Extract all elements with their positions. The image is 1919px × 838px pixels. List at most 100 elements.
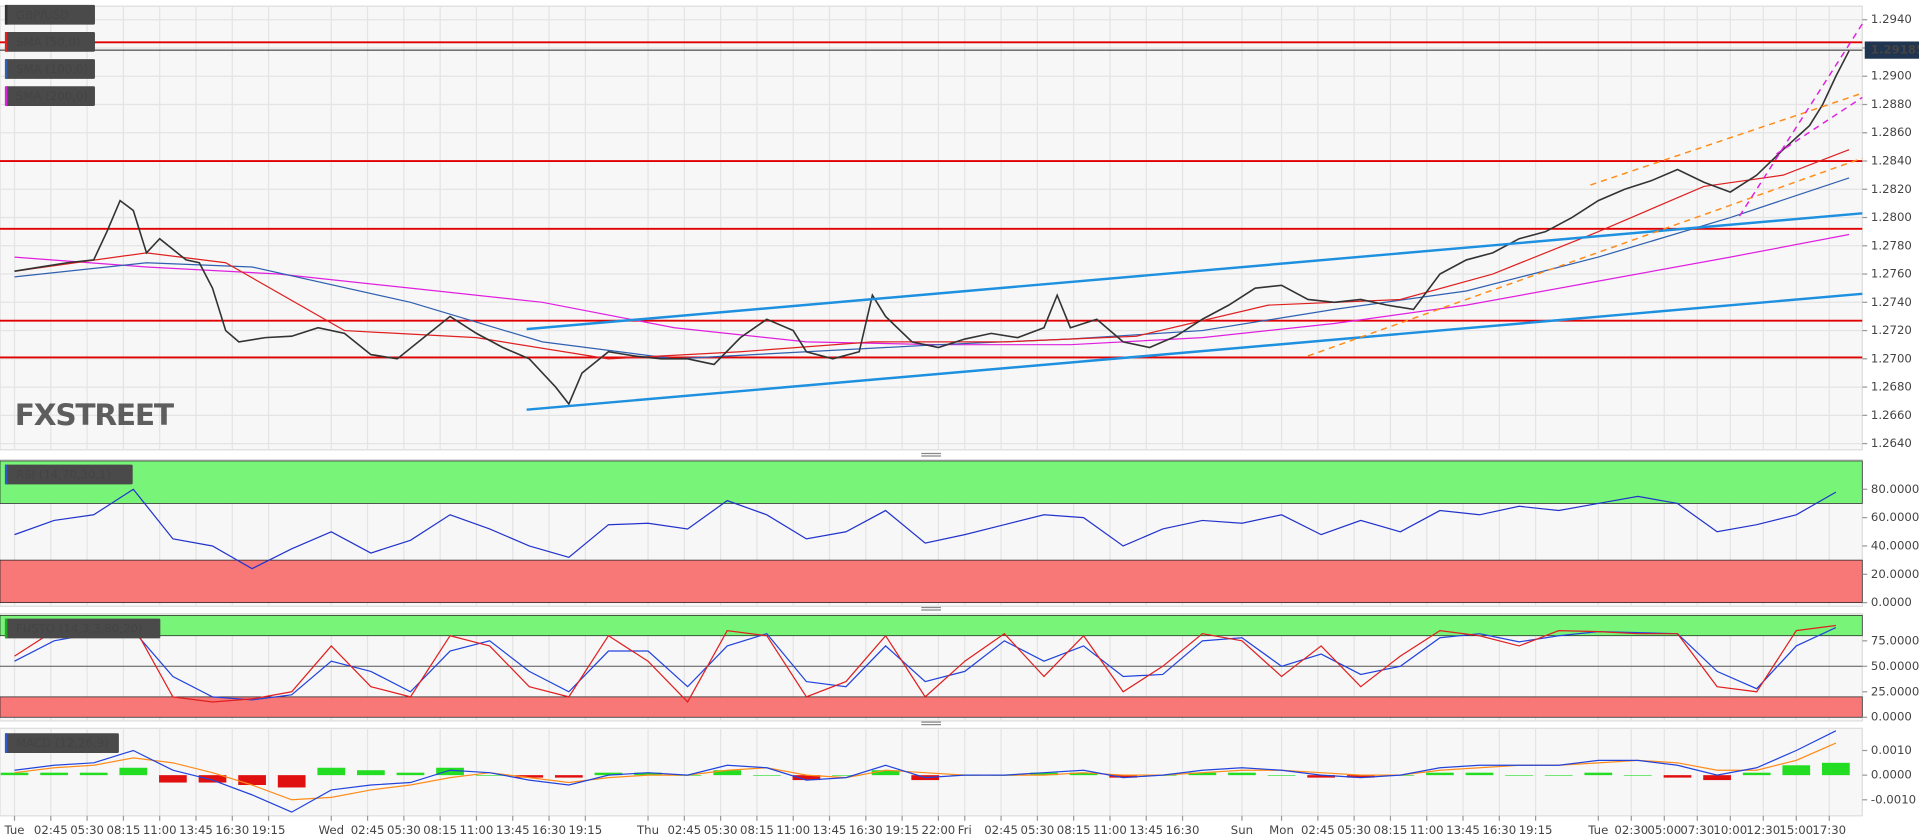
y-tick-label: 50.0000 — [1871, 659, 1919, 673]
label-box — [4, 464, 133, 485]
y-tick-label: 1.2660 — [1871, 408, 1912, 422]
y-tick-label: 0.0000 — [1871, 768, 1912, 782]
x-tick-label: 16:30 — [532, 823, 566, 837]
x-tick-label: 05:30 — [70, 823, 104, 837]
x-tick-label: 19:15 — [885, 823, 919, 837]
histogram-bar — [554, 775, 583, 778]
x-tick-label: 10:00 — [1713, 823, 1747, 837]
y-tick-label: 20.0000 — [1871, 567, 1919, 581]
histogram-bar — [159, 775, 187, 783]
y-tick-label: 1.2860 — [1871, 125, 1912, 139]
series-line — [14, 730, 1837, 813]
y-tick-label: 1.2800 — [1871, 210, 1912, 224]
x-tick-label: 11:00 — [460, 823, 494, 837]
x-tick-label: 11:00 — [776, 823, 810, 837]
x-tick-label: 16:30 — [849, 823, 883, 837]
label-color — [4, 4, 8, 25]
x-tick-label: 08:15 — [1374, 823, 1408, 837]
label-text: SMA (50,0) — [16, 35, 80, 49]
y-tick-label: 25.0000 — [1871, 684, 1919, 698]
x-tick-label: 05:30 — [1337, 823, 1371, 837]
x-tick-label: 07:30 — [1680, 823, 1714, 837]
trend-line — [526, 292, 1863, 411]
x-tick-label: Thu — [636, 823, 659, 837]
y-tick-label: 1.2900 — [1871, 69, 1912, 83]
watermark: FXSTREET — [15, 398, 175, 432]
x-tick-label: 11:00 — [143, 823, 177, 837]
series-line — [14, 624, 1836, 703]
label-color — [4, 59, 8, 79]
histogram-bar — [1663, 775, 1692, 778]
x-tick-label: 02:30 — [1614, 823, 1648, 837]
y-tick-label: 1.2840 — [1871, 154, 1912, 168]
label-color — [4, 464, 8, 485]
histogram-bar — [277, 775, 306, 788]
histogram-bar — [594, 772, 623, 776]
y-tick-label: 0.0010 — [1871, 743, 1912, 757]
x-tick-label: 08:15 — [740, 823, 774, 837]
label-box — [4, 32, 95, 52]
series-line — [14, 627, 1837, 701]
label-text: SMA (100,0) — [16, 62, 88, 76]
histogram-bar — [357, 770, 385, 776]
x-tick-label: 13:45 — [1129, 823, 1163, 837]
x-tick-label: 13:45 — [1446, 823, 1480, 837]
label-box — [4, 733, 119, 753]
trend-line — [526, 212, 1863, 331]
x-tick-label: 08:15 — [107, 823, 141, 837]
x-tick-label: 16:30 — [1482, 823, 1516, 837]
histogram-bar — [1109, 775, 1138, 778]
trend-line — [1738, 23, 1863, 217]
histogram-bar — [79, 772, 108, 776]
y-tick-label: 1.2940 — [1871, 12, 1912, 26]
last-price-box — [1864, 41, 1919, 59]
label-box — [4, 86, 95, 106]
y-tick-label: 1.2640 — [1871, 436, 1912, 450]
x-tick-label: 05:00 — [1647, 823, 1681, 837]
zone — [0, 460, 1863, 504]
x-tick-label: 02:45 — [351, 823, 385, 837]
histogram-bar — [1069, 772, 1098, 776]
histogram-bar — [1742, 772, 1771, 776]
histogram-bar — [238, 775, 266, 786]
histogram-bar — [1703, 775, 1731, 781]
histogram-bar — [1544, 775, 1573, 776]
x-tick-label: 13:45 — [813, 823, 847, 837]
label-text: SMA (200,0) — [16, 89, 88, 103]
zone — [0, 559, 1863, 604]
label-color — [4, 733, 8, 753]
trend-line — [1307, 157, 1863, 357]
histogram-bar — [40, 772, 68, 776]
x-tick-label: 16:30 — [215, 823, 249, 837]
x-tick-label: 08:15 — [1057, 823, 1091, 837]
x-tick-label: 02:45 — [1301, 823, 1335, 837]
histogram-bar — [1228, 772, 1256, 776]
histogram-bar — [396, 772, 425, 776]
x-tick-label: 11:00 — [1410, 823, 1444, 837]
x-tick-label: 02:45 — [667, 823, 701, 837]
histogram-bar — [515, 775, 544, 778]
label-color — [4, 86, 8, 106]
histogram-bar — [1346, 775, 1375, 778]
series-line — [14, 177, 1850, 360]
histogram-bar — [198, 775, 227, 783]
x-tick-label: 02:45 — [34, 823, 68, 837]
y-tick-label: 75.0000 — [1871, 633, 1919, 647]
label-text: GBP/USD — [16, 8, 69, 22]
histogram-bar — [1465, 772, 1494, 776]
histogram-bar — [871, 770, 900, 776]
x-tick-label: 05:30 — [387, 823, 421, 837]
x-tick-label: 22:00 — [922, 823, 956, 837]
panel-background — [0, 727, 1863, 817]
x-tick-label: Fri — [958, 823, 972, 837]
x-tick-label: 13:45 — [179, 823, 213, 837]
trend-line — [1776, 96, 1863, 155]
series-line — [14, 149, 1850, 360]
zone — [0, 614, 1863, 637]
label-text: FUSTO (14,3,3,80,20) — [16, 622, 142, 636]
series-line — [14, 488, 1837, 570]
label-text: RSI (14,70,30,1) — [16, 468, 111, 482]
histogram-bar — [1782, 765, 1811, 776]
label-box — [4, 618, 161, 639]
